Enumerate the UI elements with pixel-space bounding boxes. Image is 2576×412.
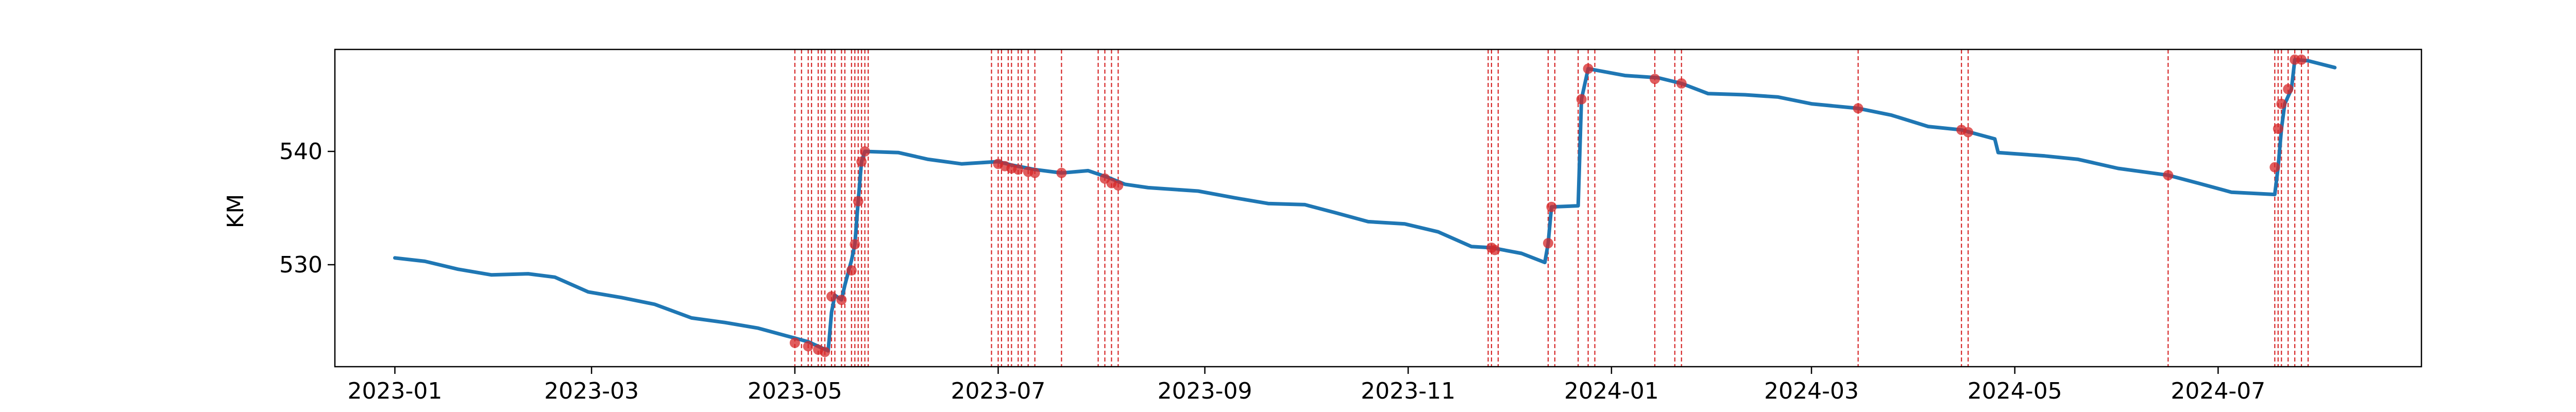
event-marker <box>850 239 860 250</box>
event-marker <box>859 146 870 157</box>
x-tick-label: 2023-01 <box>348 378 443 404</box>
event-marker <box>1113 180 1124 191</box>
y-tick-label: 540 <box>279 139 323 165</box>
y-axis: 530 540 <box>279 139 335 278</box>
event-marker <box>1056 167 1067 178</box>
x-tick-label: 2023-11 <box>1361 378 1455 404</box>
x-tick-label: 2023-03 <box>544 378 639 404</box>
event-marker <box>1543 238 1553 249</box>
event-marker <box>846 265 857 276</box>
y-axis-label: KM <box>223 194 249 229</box>
event-marker <box>2296 54 2307 65</box>
event-marker <box>836 295 847 305</box>
x-tick-label: 2024-07 <box>2171 378 2265 404</box>
x-tick-label: 2023-07 <box>951 378 1046 404</box>
event-marker <box>856 156 867 167</box>
event-marker <box>1576 94 1587 105</box>
event-marker <box>2276 98 2287 109</box>
event-marker <box>1853 103 1863 114</box>
x-axis: 2023-01 2023-03 2023-05 2023-07 2023-09 2023-… <box>348 367 2265 404</box>
event-lines-layer <box>794 49 2309 367</box>
event-marker <box>2269 162 2280 173</box>
event-marker <box>2273 124 2283 134</box>
y-tick-label: 530 <box>279 252 323 278</box>
event-marker <box>789 337 800 348</box>
plot-frame <box>334 48 2422 368</box>
event-marker <box>1676 78 1687 89</box>
event-marker <box>2283 84 2294 94</box>
event-marker <box>1029 167 1040 178</box>
event-marker <box>1489 245 1500 255</box>
event-marker <box>1013 164 1024 175</box>
x-tick-label: 2024-03 <box>1764 378 1859 404</box>
x-tick-label: 2023-09 <box>1158 378 1252 404</box>
event-marker <box>853 196 863 207</box>
event-marker <box>1583 63 1594 74</box>
event-marker <box>1546 201 1557 212</box>
event-marker <box>826 291 837 302</box>
x-tick-label: 2024-01 <box>1564 378 1659 404</box>
event-marker <box>1963 127 1974 138</box>
event-markers-layer <box>789 54 2307 357</box>
x-tick-label: 2024-05 <box>1968 378 2062 404</box>
event-marker <box>820 347 831 357</box>
event-marker <box>803 341 814 352</box>
event-marker <box>1649 74 1660 84</box>
x-tick-label: 2023-05 <box>748 378 842 404</box>
event-marker <box>2163 170 2174 181</box>
